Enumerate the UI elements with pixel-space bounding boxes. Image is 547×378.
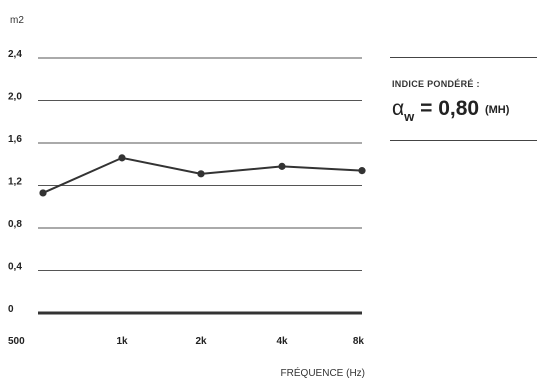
- absorption-chart: 0 0,4 0,8 1,2 1,6 2,0 2,4 500 1k 2k 4k 8k m2 FRÉQU…: [8, 15, 366, 378]
- series-layer: [39, 154, 366, 197]
- y-tick-label: 2,4: [8, 49, 22, 60]
- data-point: [358, 167, 366, 175]
- index-qualifier: (MH): [484, 104, 510, 116]
- x-tick-label: 1k: [116, 336, 128, 347]
- alpha-subscript: w: [404, 109, 415, 124]
- y-tick-label: 1,2: [8, 177, 22, 188]
- y-axis-label: m2: [10, 15, 24, 26]
- grid-lines: [38, 57, 362, 315]
- data-point: [39, 189, 47, 197]
- equals-sign: =: [420, 97, 433, 120]
- x-tick-labels: 500 1k 2k 4k 8k: [8, 336, 364, 347]
- y-tick-label: 0,8: [8, 219, 22, 230]
- weighted-index-value: αw = 0,80 (MH): [392, 97, 510, 124]
- x-tick-label: 2k: [195, 336, 207, 347]
- y-tick-label: 0: [8, 304, 14, 315]
- index-number: 0,80: [438, 97, 480, 120]
- data-point: [118, 154, 126, 162]
- weighted-index-heading: INDICE PONDÉRÉ :: [392, 79, 480, 89]
- y-tick-label: 0,4: [8, 262, 22, 273]
- y-tick-labels: 0 0,4 0,8 1,2 1,6 2,0 2,4: [8, 49, 22, 315]
- x-tick-label: 500: [8, 336, 25, 347]
- x-tick-label: 8k: [353, 336, 365, 347]
- summary-bottom-rule: [390, 140, 537, 141]
- alpha-symbol: α: [392, 97, 405, 120]
- y-tick-label: 2,0: [8, 92, 22, 103]
- x-axis-label: FRÉQUENCE (Hz): [281, 366, 365, 378]
- y-tick-label: 1,6: [8, 134, 22, 145]
- summary-top-rule: [390, 57, 537, 58]
- x-tick-label: 4k: [276, 336, 288, 347]
- data-point: [278, 162, 286, 170]
- data-point: [197, 170, 205, 178]
